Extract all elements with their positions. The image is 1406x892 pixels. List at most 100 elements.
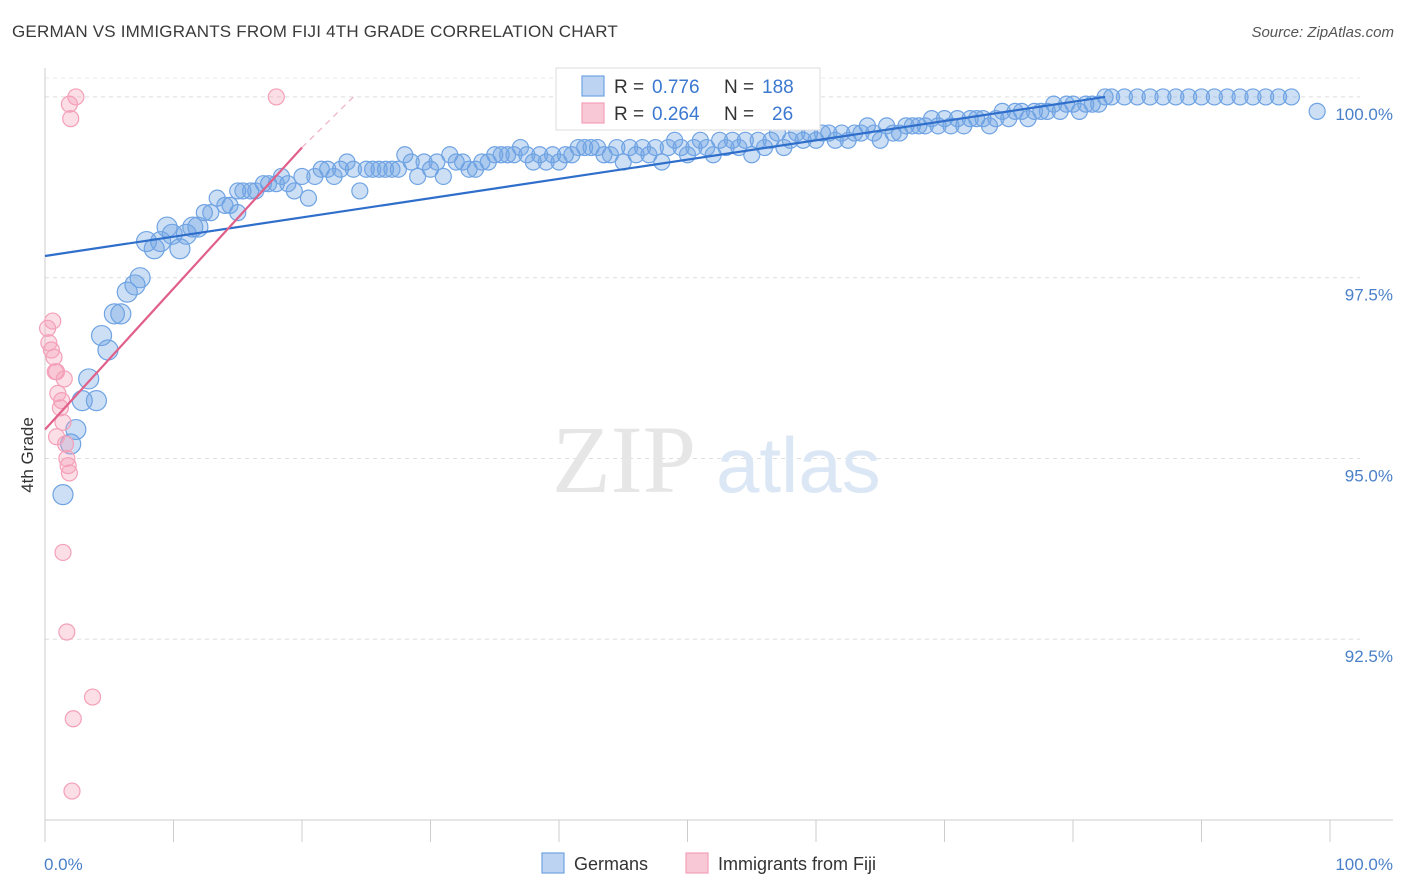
- fiji-point: [267, 88, 285, 106]
- germans-point: [646, 138, 664, 157]
- germans-point: [543, 146, 562, 164]
- germans-point: [1167, 88, 1185, 106]
- legend-label-germans: Germans: [574, 854, 648, 874]
- x-tick-label-max: 100.0%: [1335, 855, 1393, 874]
- germans-point: [691, 131, 709, 149]
- germans-point: [1205, 88, 1223, 106]
- germans-point: [1038, 102, 1056, 120]
- germans-point: [588, 138, 607, 157]
- legend-label-fiji: Immigrants from Fiji: [718, 854, 876, 874]
- legend-swatch-germans: [541, 852, 565, 874]
- germans-point: [383, 160, 401, 178]
- fiji-trend-extension: [301, 96, 354, 148]
- germans-point: [195, 204, 213, 222]
- germans-point: [1231, 88, 1249, 106]
- y-tick-label: 92.5%: [1345, 647, 1393, 666]
- germans-point: [723, 131, 742, 149]
- germans-point: [454, 153, 472, 171]
- fiji-point: [63, 782, 81, 800]
- germans-point: [1070, 102, 1089, 120]
- source-credit: Source: ZipAtlas.com: [1251, 24, 1394, 41]
- germans-point: [550, 153, 568, 171]
- fiji-point: [55, 370, 73, 388]
- fiji-trend-line: [44, 146, 303, 431]
- germans-point: [486, 146, 504, 164]
- germans-point: [285, 182, 303, 200]
- germans-point: [103, 303, 125, 325]
- germans-point: [473, 153, 491, 171]
- germans-point: [563, 146, 581, 164]
- fiji-point: [83, 688, 102, 706]
- fiji-point: [44, 312, 62, 330]
- germans-point: [325, 167, 343, 186]
- germans-point: [331, 160, 350, 178]
- x-tick-label-min: 0.0%: [44, 855, 83, 874]
- germans-point: [78, 368, 100, 390]
- germans-point: [511, 138, 530, 157]
- germans-point: [1141, 88, 1159, 106]
- legend: Germans Immigrants from Fiji: [541, 852, 876, 874]
- watermark: ZIP atlas: [552, 406, 881, 513]
- germans-point: [633, 138, 652, 157]
- germans-point: [312, 160, 330, 178]
- germans-point: [1154, 88, 1172, 106]
- germans-point: [1090, 95, 1108, 113]
- germans-point: [711, 131, 729, 149]
- germans-point: [396, 146, 414, 164]
- germans-point: [717, 138, 735, 157]
- germans-point: [97, 339, 119, 361]
- germans-point: [229, 204, 247, 222]
- fiji-point: [59, 457, 77, 475]
- germans-point: [1180, 88, 1198, 106]
- germans-point: [306, 167, 324, 186]
- germans-point: [254, 175, 273, 193]
- germans-point: [466, 160, 485, 178]
- germans-point: [942, 117, 960, 135]
- stats-n-value-fiji: 26: [772, 104, 793, 125]
- germans-point: [421, 160, 440, 178]
- germans-point: [279, 175, 297, 193]
- germans-point: [319, 160, 337, 178]
- watermark-zip: ZIP: [552, 406, 696, 513]
- germans-point: [460, 160, 478, 178]
- fiji-point: [58, 449, 76, 468]
- germans-point: [736, 131, 754, 149]
- germans-point: [299, 189, 318, 207]
- germans-point: [434, 167, 452, 186]
- germans-point: [447, 153, 465, 171]
- fiji-point: [60, 95, 79, 113]
- germans-point: [685, 138, 703, 157]
- germans-points: [52, 88, 1326, 506]
- germans-point: [124, 274, 146, 296]
- germans-point: [871, 131, 889, 149]
- germans-point: [492, 146, 510, 164]
- germans-point: [576, 138, 594, 157]
- germans-point: [980, 117, 999, 135]
- stats-r-label-fiji: R =: [614, 104, 644, 125]
- germans-point: [627, 146, 645, 164]
- tick-labels: 100.0% 97.5% 95.0% 92.5% 0.0% 100.0%: [44, 105, 1393, 874]
- germans-point: [1257, 88, 1275, 106]
- y-tick-label: 95.0%: [1345, 466, 1393, 485]
- germans-trend-line: [44, 95, 1106, 258]
- fiji-point: [54, 543, 72, 562]
- germans-point: [608, 138, 626, 157]
- germans-point: [569, 138, 587, 157]
- germans-point: [1282, 88, 1301, 106]
- germans-point: [698, 138, 716, 157]
- y-axis-label: 4th Grade: [18, 417, 37, 493]
- fiji-point: [58, 623, 76, 641]
- stats-r-value-germans: 0.776: [652, 77, 700, 98]
- germans-point: [1218, 88, 1236, 106]
- germans-point: [402, 153, 420, 171]
- germans-point: [556, 146, 575, 164]
- stats-box: R = 0.776 N = 188 R = 0.264 N = 26: [555, 67, 821, 131]
- fiji-point: [53, 392, 71, 410]
- germans-point: [601, 146, 620, 164]
- germans-point: [518, 146, 536, 164]
- fiji-point: [51, 399, 70, 417]
- germans-point: [357, 160, 375, 178]
- germans-point: [202, 204, 220, 222]
- fiji-point: [64, 710, 82, 728]
- legend-swatch-fiji: [685, 852, 709, 874]
